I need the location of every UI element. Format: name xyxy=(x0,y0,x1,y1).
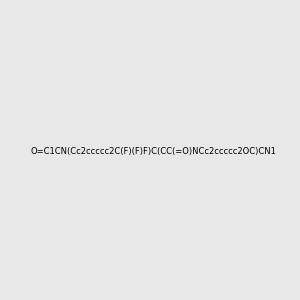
Text: O=C1CN(Cc2ccccc2C(F)(F)F)C(CC(=O)NCc2ccccc2OC)CN1: O=C1CN(Cc2ccccc2C(F)(F)F)C(CC(=O)NCc2ccc… xyxy=(31,147,277,156)
